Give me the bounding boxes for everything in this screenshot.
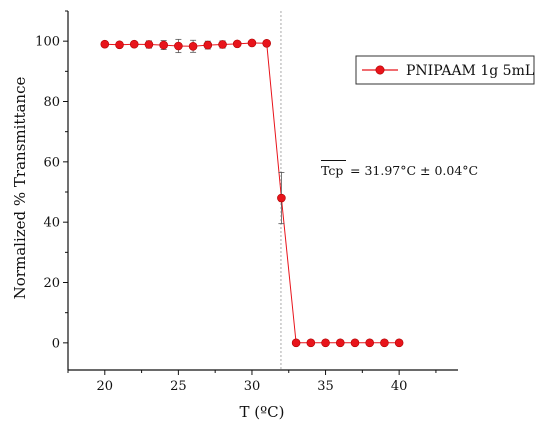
y-tick-label: 40 [43,216,60,231]
y-tick-label: 60 [43,155,60,170]
series-line [104,42,400,344]
data-point [335,338,345,348]
data-point [350,338,360,348]
tcp-annotation: Tcp = 31.97°C ± 0.04°C [321,160,478,178]
plot-area [100,11,404,370]
data-point [394,338,404,348]
data-point [144,40,154,49]
tick-labels: 20 25 30 35 40 0 20 40 60 80 100 [35,35,407,394]
x-tick-label: 30 [244,379,261,394]
data-point [218,40,227,49]
data-point [203,40,213,50]
x-tick-label: 40 [391,379,408,394]
data-point [277,193,286,203]
data-point [321,338,330,348]
data-point [115,40,124,50]
data-point [159,40,168,50]
data-point [174,41,183,51]
data-point [306,338,316,348]
x-tick-label: 25 [170,379,187,394]
y-tick-label: 20 [43,276,60,291]
tcp-symbol: Tcp [321,163,343,178]
legend-label: PNIPAAM 1g 5mL [406,63,534,79]
axes [63,10,458,375]
tcp-value: = 31.97°C ± 0.04°C [350,163,478,178]
legend-marker [375,65,385,75]
y-axis-title: Normalized % Transmittance [11,77,29,300]
data-point [380,338,389,348]
legend: PNIPAAM 1g 5mL [355,55,535,85]
x-tick-label: 20 [97,379,114,394]
data-point [247,38,257,48]
y-tick-label: 100 [35,35,60,50]
data-point [365,338,374,348]
data-point [129,39,139,49]
data-point [291,338,301,348]
data-point [232,39,242,49]
x-axis-title: T (ºC) [239,403,284,421]
data-point [100,39,110,49]
data-point [188,41,198,51]
y-tick-label: 80 [43,95,60,110]
data-point [262,38,271,48]
x-tick-label: 35 [317,379,334,394]
y-tick-label: 0 [52,336,60,351]
